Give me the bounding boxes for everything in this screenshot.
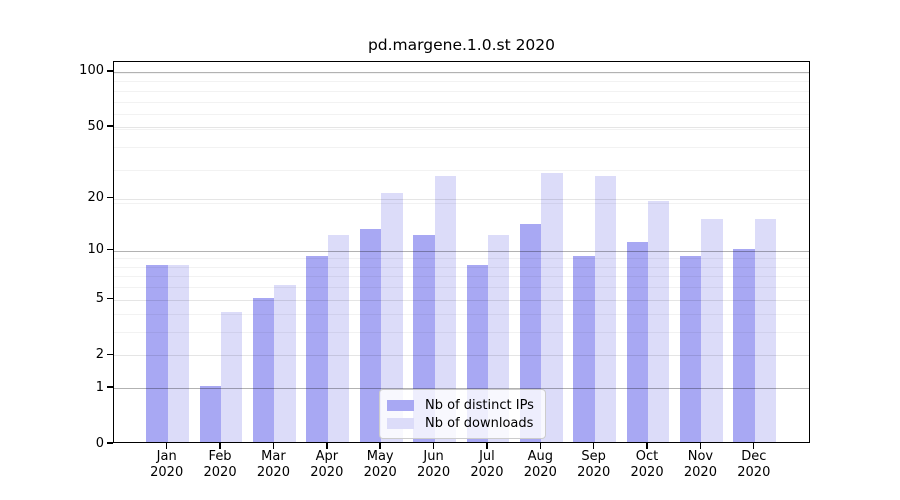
x-tick-jan: [166, 443, 168, 449]
chart-title: pd.margene.1.0.st 2020: [367, 36, 556, 54]
x-tick-label-line: Oct: [635, 449, 659, 464]
x-tick-may: [379, 443, 381, 449]
x-tick-feb: [219, 443, 221, 449]
x-tick-label-line: Jan: [156, 449, 177, 464]
x-tick-aug: [539, 443, 541, 449]
y-tick-100: [107, 70, 113, 72]
x-tick-jul: [486, 443, 488, 449]
bar-downloads-sep: [594, 176, 617, 442]
y-tick-5: [107, 297, 113, 300]
x-tick-label-dec: Dec 2020: [727, 449, 781, 480]
y-tick-0: [107, 442, 113, 444]
bar-distinct-ips-apr: [306, 256, 328, 442]
x-tick-label-aug: Aug 2020: [513, 449, 567, 480]
bar-distinct-ips-oct: [626, 241, 649, 442]
x-tick-label-line: 2020: [417, 464, 451, 480]
x-tick-label-line: 2020: [363, 464, 397, 480]
x-tick-label-jun: Jun 2020: [407, 449, 461, 480]
y-tick-label-1: 1: [95, 379, 104, 395]
x-tick-label-line: 2020: [150, 464, 184, 480]
bar-downloads-jan: [167, 264, 190, 442]
bar-distinct-ips-nov: [680, 256, 702, 442]
x-tick-label-oct: Oct 2020: [620, 449, 674, 480]
x-tick-label-line: 2020: [256, 464, 290, 480]
x-tick-label-may: May 2020: [353, 449, 407, 480]
x-tick-mar: [272, 443, 275, 449]
y-tick-2: [107, 353, 113, 356]
bar-distinct-ips-feb: [199, 386, 222, 442]
legend-item-distinct-ips: Nb of distinct IPs: [387, 397, 537, 414]
y-tick-label-10: 10: [87, 242, 104, 258]
legend-swatch-downloads: [387, 418, 414, 429]
bar-distinct-ips-sep: [573, 256, 595, 442]
bar-distinct-ips-may: [359, 229, 382, 442]
x-tick-label-line: Sep: [581, 449, 606, 464]
legend-swatch-distinct-ips: [387, 400, 414, 411]
x-tick-label-line: May: [366, 449, 394, 464]
bar-downloads-oct: [648, 200, 670, 442]
x-tick-label-line: 2020: [523, 464, 557, 480]
x-tick-label-line: 2020: [470, 464, 504, 480]
x-tick-label-mar: Mar 2020: [246, 449, 300, 480]
x-tick-label-line: 2020: [683, 464, 717, 480]
plot-area: Nb of distinct IPs Nb of downloads: [113, 61, 810, 443]
x-tick-label-line: Mar: [261, 449, 286, 464]
y-tick-label-5: 5: [95, 291, 104, 307]
x-tick-label-line: Feb: [208, 449, 232, 464]
bar-distinct-ips-aug: [519, 223, 542, 442]
x-tick-label-line: Nov: [687, 449, 714, 464]
x-tick-label-line: 2020: [577, 464, 611, 480]
x-tick-label-line: 2020: [630, 464, 664, 480]
y-tick-1: [107, 386, 113, 388]
x-tick-jun: [432, 443, 435, 449]
x-tick-label-line: 2020: [737, 464, 771, 480]
y-tick-50: [107, 125, 113, 127]
x-tick-label-apr: Apr 2020: [300, 449, 354, 480]
bar-distinct-ips-mar: [253, 297, 275, 442]
x-tick-label-line: 2020: [203, 464, 237, 480]
x-tick-label-line: 2020: [310, 464, 344, 480]
x-tick-oct: [646, 443, 648, 449]
bar-downloads-feb: [221, 312, 243, 442]
x-tick-dec: [753, 443, 755, 449]
y-tick-20: [107, 196, 113, 199]
x-tick-label-sep: Sep 2020: [567, 449, 621, 480]
legend: Nb of distinct IPs Nb of downloads: [379, 389, 546, 439]
y-tick-label-0: 0: [95, 435, 104, 451]
bars-layer: [114, 62, 809, 442]
y-tick-10: [107, 249, 113, 251]
legend-label-downloads: Nb of downloads: [425, 416, 534, 431]
x-tick-label-nov: Nov 2020: [673, 449, 727, 480]
y-tick-label-20: 20: [87, 190, 104, 206]
x-tick-apr: [326, 443, 328, 449]
x-tick-label-line: Dec: [741, 449, 767, 464]
legend-label-distinct-ips: Nb of distinct IPs: [425, 398, 534, 413]
bar-downloads-aug: [541, 173, 563, 442]
bar-downloads-dec: [754, 218, 777, 442]
bar-downloads-mar: [274, 285, 296, 442]
x-tick-label-jan: Jan 2020: [140, 449, 194, 480]
bar-downloads-nov: [701, 218, 723, 442]
x-tick-label-line: Apr: [315, 449, 339, 464]
x-tick-sep: [592, 443, 595, 449]
x-tick-label-line: Aug: [527, 449, 553, 464]
bar-distinct-ips-jan: [146, 264, 168, 442]
y-tick-label-50: 50: [87, 118, 104, 134]
x-tick-label-jul: Jul 2020: [460, 449, 514, 480]
x-tick-label-line: Jun: [423, 449, 444, 464]
x-tick-nov: [699, 443, 702, 449]
y-tick-label-100: 100: [79, 63, 104, 79]
bar-distinct-ips-dec: [733, 248, 755, 442]
y-tick-label-2: 2: [95, 346, 104, 362]
x-tick-label-line: Jul: [479, 449, 495, 464]
bar-downloads-jun: [434, 176, 456, 442]
x-tick-label-feb: Feb 2020: [193, 449, 247, 480]
legend-item-downloads: Nb of downloads: [387, 415, 537, 432]
bar-downloads-apr: [327, 235, 350, 442]
bar-downloads-may: [381, 192, 403, 442]
